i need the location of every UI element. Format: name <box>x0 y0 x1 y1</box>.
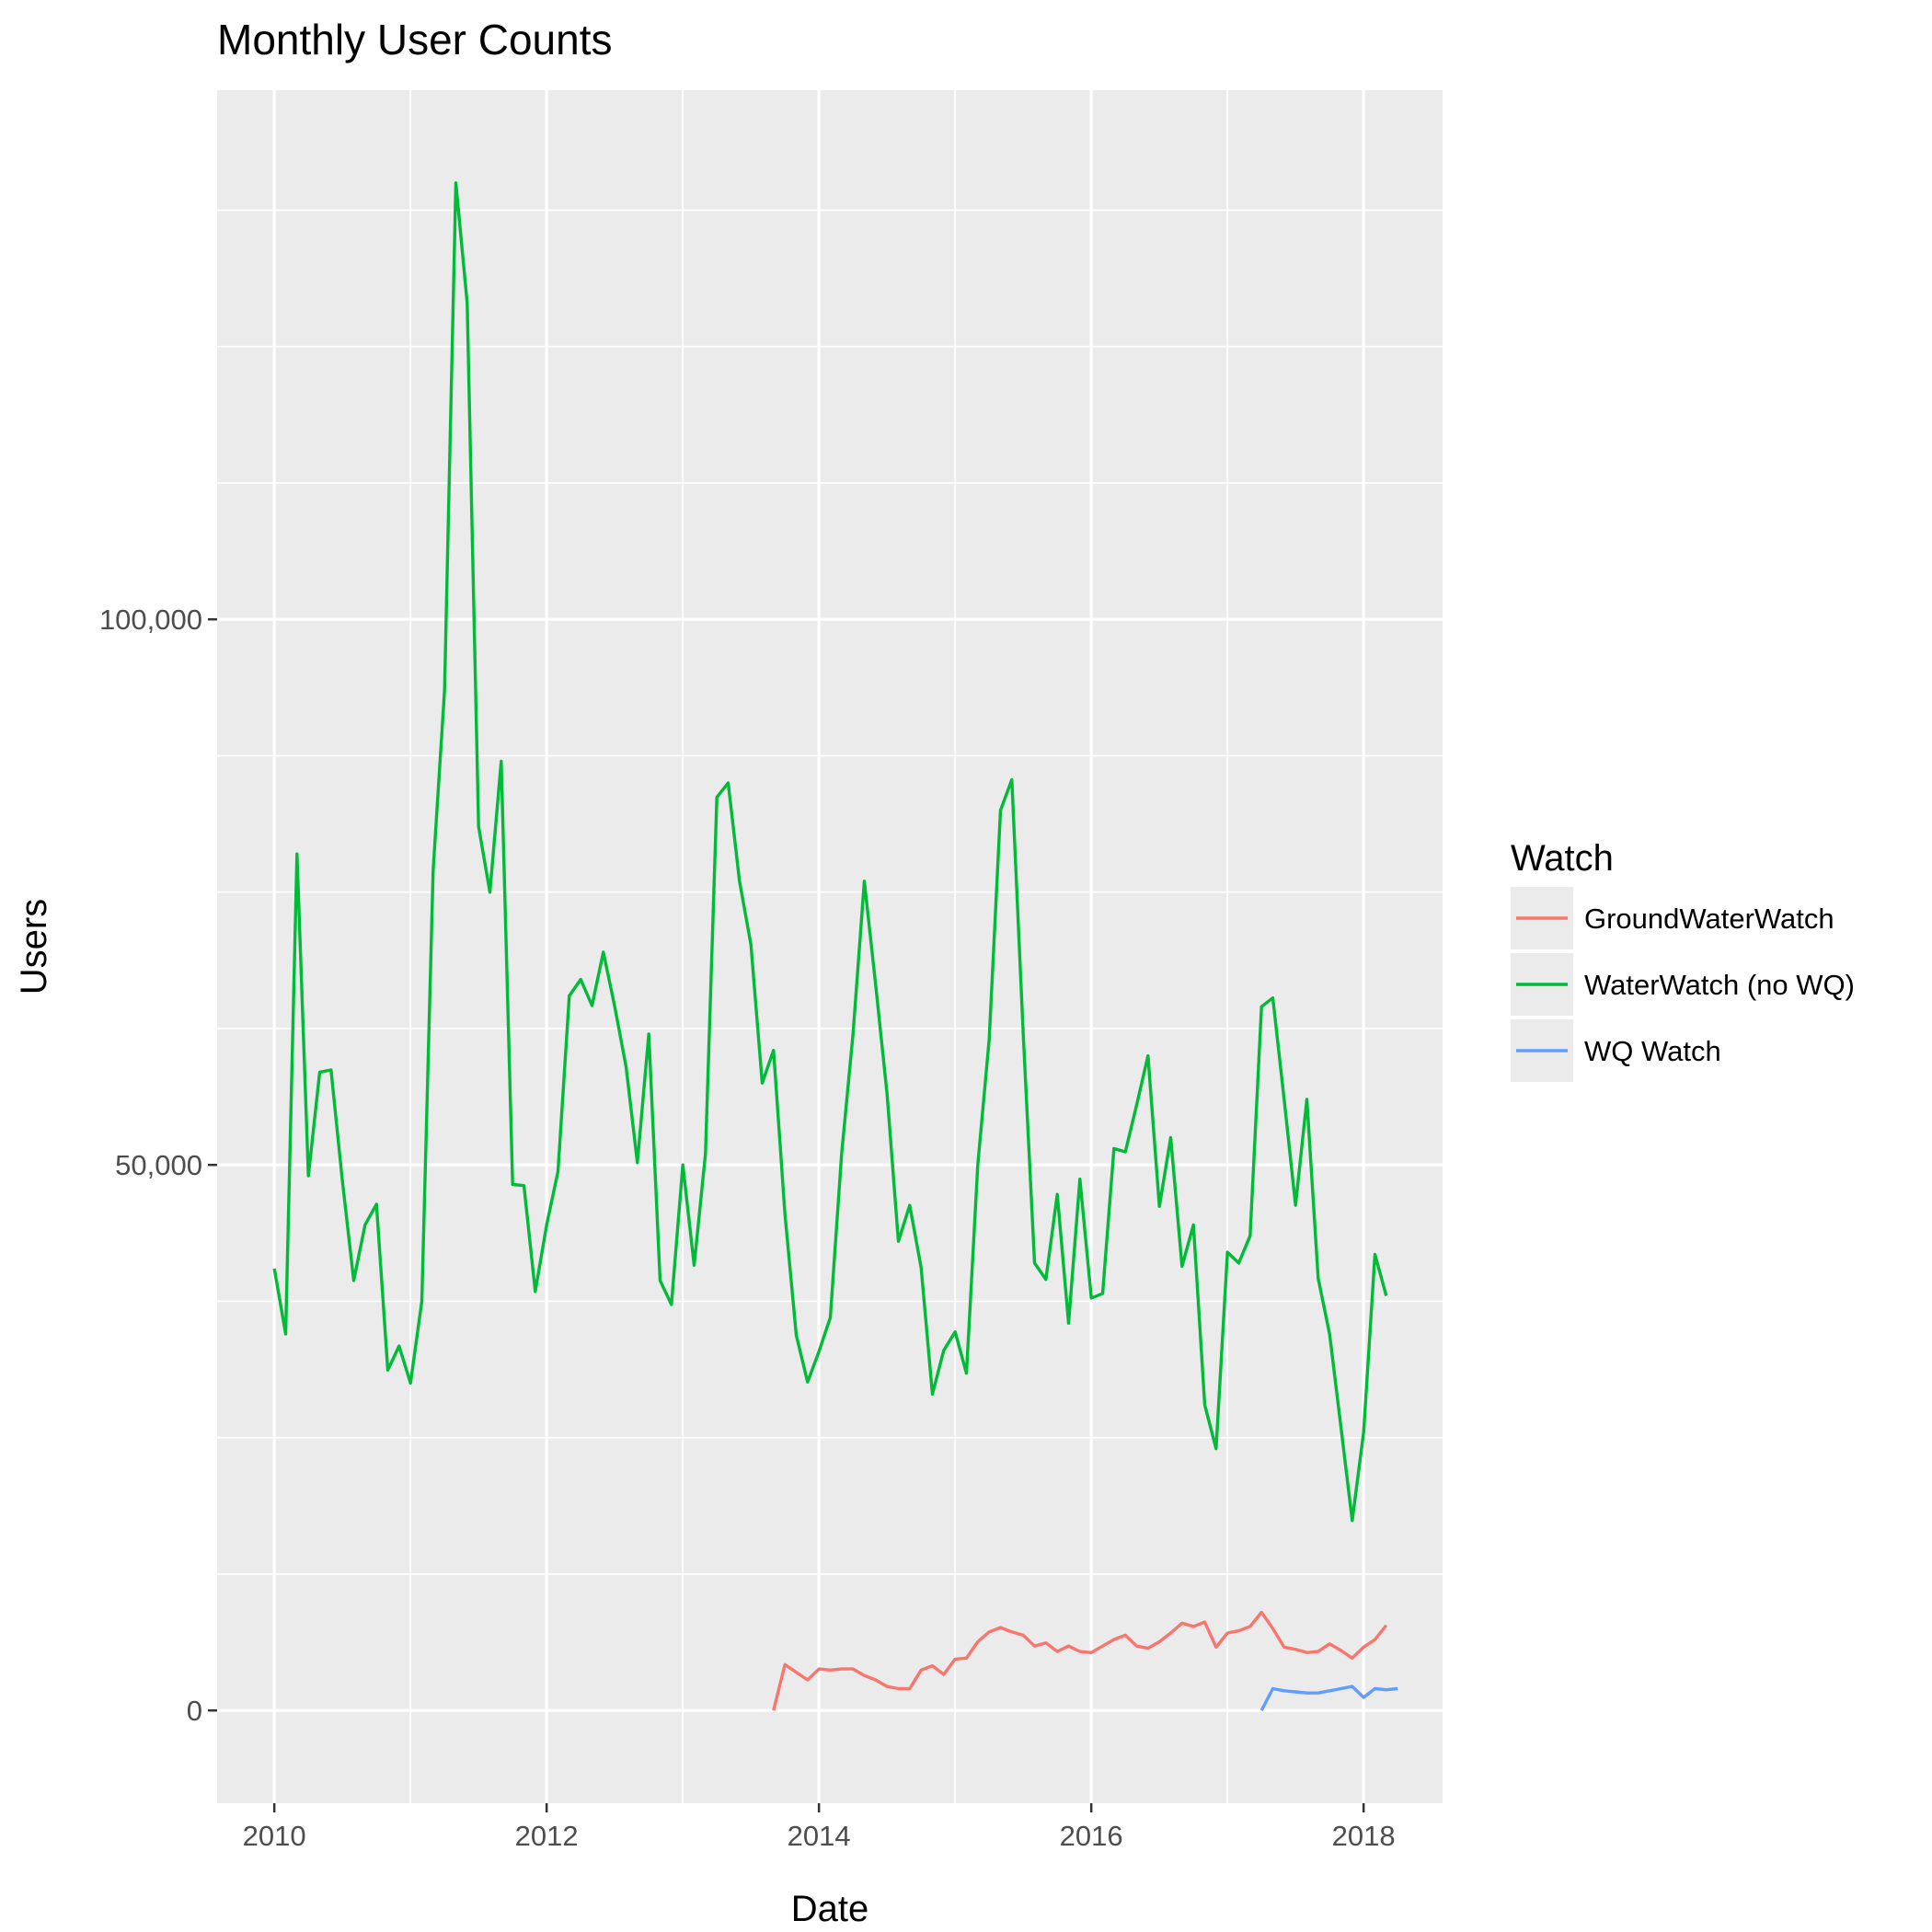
x-tick-label: 2014 <box>788 1820 851 1852</box>
x-axis-title: Date <box>791 1889 869 1929</box>
legend-title: Watch <box>1511 838 1614 879</box>
y-tick-label: 0 <box>187 1695 202 1727</box>
y-tick-label: 50,000 <box>115 1149 202 1181</box>
y-tick-label: 100,000 <box>99 604 202 636</box>
plot-panel <box>217 90 1443 1803</box>
legend-label-waterwatch-no-wq: WaterWatch (no WQ) <box>1584 969 1855 1001</box>
chart-title: Monthly User Counts <box>217 16 613 63</box>
x-tick-label: 2016 <box>1060 1820 1123 1852</box>
x-tick-label: 2012 <box>515 1820 579 1852</box>
x-tick-label: 2010 <box>243 1820 306 1852</box>
x-tick-label: 2018 <box>1332 1820 1396 1852</box>
legend: Watch GroundWaterWatch WaterWatch (no WQ)… <box>1511 838 1855 1082</box>
grid-major <box>217 90 1443 1803</box>
legend-label-wq-watch: WQ Watch <box>1584 1035 1721 1067</box>
series-line-waterwatch-no-wq <box>272 181 1388 1523</box>
y-axis: 0 50,000 100,000 <box>99 604 217 1727</box>
y-axis-title: Users <box>14 899 54 995</box>
legend-label-groundwaterwatch: GroundWaterWatch <box>1584 903 1834 935</box>
series-line-groundwaterwatch <box>772 1610 1388 1711</box>
series-line-wq-watch <box>1259 1685 1398 1711</box>
x-axis: 2010 2012 2014 2016 2018 <box>243 1803 1396 1852</box>
series-lines <box>272 181 1398 1711</box>
